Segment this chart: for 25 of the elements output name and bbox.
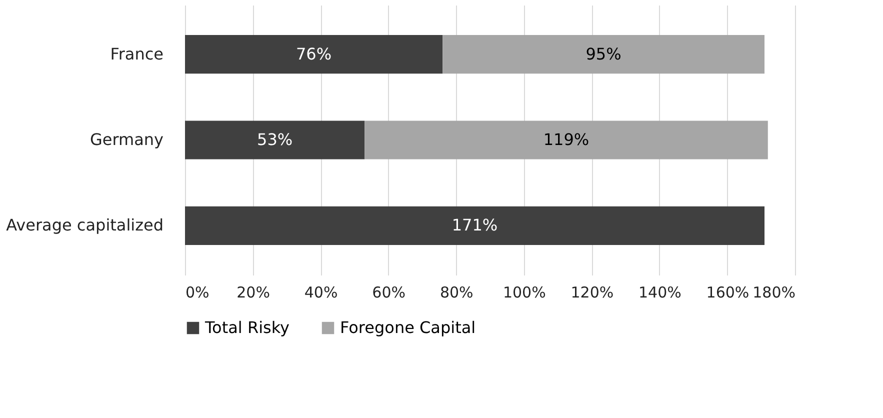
data-label: 171% — [452, 216, 498, 235]
x-tick-label: 0% — [186, 284, 210, 302]
bar — [185, 35, 443, 74]
x-tick-label: 40% — [304, 284, 338, 302]
x-tick-label: 160% — [706, 284, 750, 302]
x-tick-label: 100% — [502, 284, 546, 302]
x-tick-label: 120% — [570, 284, 614, 302]
x-tick-label: 20% — [236, 284, 270, 302]
legend-label: Total Risky — [204, 318, 290, 337]
data-label: 76% — [296, 44, 332, 64]
bar — [185, 206, 764, 245]
data-label: 53% — [257, 130, 293, 149]
bar — [442, 35, 764, 74]
x-tick-label: 80% — [440, 284, 474, 302]
data-label: 95% — [586, 44, 622, 64]
x-tick-label: 180% — [752, 284, 796, 302]
x-tick-label: 140% — [638, 284, 682, 302]
data-label: 119% — [543, 130, 590, 149]
bar — [364, 120, 768, 160]
y-tick-label: France — [110, 44, 164, 64]
y-tick-label: Germany — [90, 130, 164, 149]
x-tick-label: 60% — [372, 284, 406, 302]
legend-label: Foregone Capital — [340, 318, 476, 337]
y-tick-label: Average capitalized — [6, 216, 164, 235]
bar — [185, 120, 365, 160]
